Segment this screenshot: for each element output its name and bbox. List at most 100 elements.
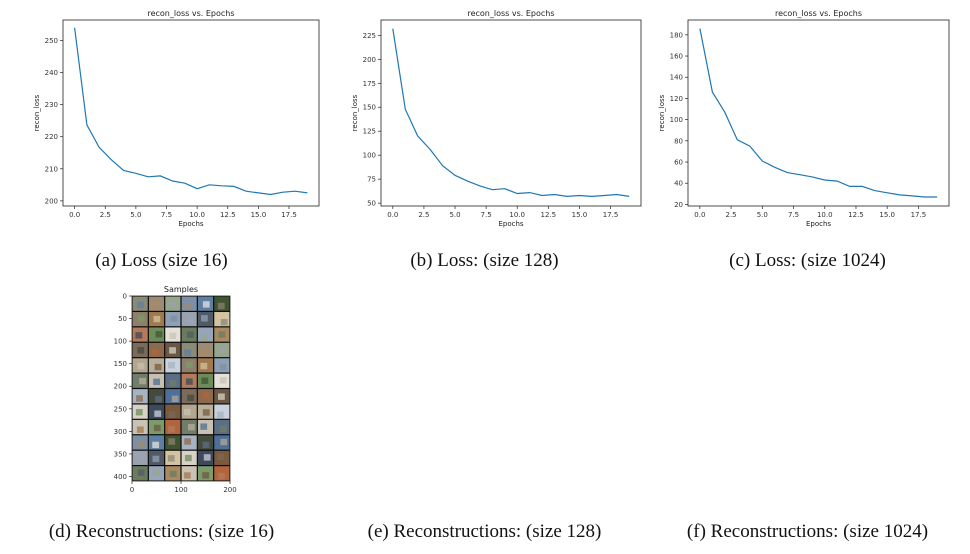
sample-cell-detail (137, 362, 145, 370)
y-tick-label: 175 (363, 80, 376, 88)
x-tick-label: 17.5 (603, 211, 619, 219)
samples-title: Samples (164, 285, 198, 294)
y-tick-label: 210 (45, 165, 58, 173)
sample-cell-detail (169, 332, 177, 340)
x-tick-label: 0.0 (69, 211, 80, 219)
sample-cell-detail (168, 411, 176, 418)
sample-cell-detail (152, 455, 160, 463)
sample-cell-detail (183, 408, 191, 416)
caption-a: (a) Loss (size 16) (95, 250, 228, 271)
sample-cell-detail (184, 454, 192, 462)
sample-cell-detail (184, 349, 192, 357)
y-tick-label: 100 (363, 152, 376, 160)
x-tick-label: 12.5 (220, 211, 236, 219)
sample-cell-detail (203, 454, 211, 461)
y-tick-label: 20 (674, 201, 683, 209)
sample-cell-detail (169, 347, 176, 354)
x-tick-label: 2.5 (726, 211, 737, 219)
sample-cell-detail (169, 301, 177, 309)
y-tick-label: 100 (670, 116, 683, 124)
plot-frame (62, 19, 320, 207)
sample-cell-detail (136, 395, 143, 402)
x-tick-label: 0.0 (694, 211, 705, 219)
y-tick-label: 120 (670, 95, 683, 103)
x-tick-label: 7.5 (161, 211, 172, 219)
y-tick-label: 400 (114, 473, 127, 481)
sample-cell-detail (184, 303, 192, 310)
sample-cell-detail (200, 334, 208, 341)
y-tick-label: 140 (670, 74, 683, 82)
sample-cell-detail (201, 377, 209, 384)
sample-cell-detail (202, 409, 210, 416)
sample-cell-detail (219, 377, 227, 384)
plot-frame (380, 19, 642, 207)
sample-cell-detail (184, 438, 192, 445)
y-tick-label: 40 (674, 180, 683, 188)
y-tick-label: 150 (114, 360, 127, 368)
sample-cell-detail (168, 362, 175, 369)
sample-cell-detail (136, 426, 144, 433)
sample-cell-detail (218, 331, 226, 338)
sample-cell-detail (153, 378, 161, 386)
sample-cell-detail (169, 380, 177, 387)
sample-cell-detail (201, 349, 209, 356)
sample-cell-detail (154, 410, 162, 417)
x-tick-label: 15.0 (251, 211, 267, 219)
y-tick-label: 350 (114, 450, 127, 458)
y-tick-label: 180 (670, 31, 683, 39)
sample-cell-detail (187, 394, 195, 402)
x-tick-label: 10.0 (817, 211, 833, 219)
chart-title: recon_loss vs. Epochs (775, 9, 862, 18)
sample-cell-detail (186, 331, 194, 338)
sample-cell-detail (151, 300, 159, 307)
y-tick-label: 200 (45, 197, 58, 205)
y-tick-label: 80 (674, 137, 683, 145)
y-tick-label: 250 (114, 405, 127, 413)
y-tick-label: 160 (670, 53, 683, 61)
sample-cell-detail (217, 302, 225, 310)
sample-cell-detail (187, 423, 195, 431)
x-tick-label: 10.0 (189, 211, 205, 219)
y-tick-label: 60 (674, 159, 683, 167)
x-tick-label: 5.0 (757, 211, 768, 219)
sample-cell-detail (151, 348, 159, 356)
y-tick-label: 50 (367, 200, 376, 208)
plot-frame (687, 19, 950, 207)
sample-cell-detail (170, 315, 178, 322)
sample-cell-detail (171, 395, 179, 403)
x-tick-label: 2.5 (100, 211, 111, 219)
y-axis-label: recon_loss (351, 94, 359, 131)
sample-cell-detail (200, 362, 208, 370)
x-tick-label: 7.5 (788, 211, 799, 219)
y-tick-label: 125 (363, 128, 376, 136)
sample-cell-detail (218, 346, 226, 354)
sample-cell-detail (137, 315, 145, 322)
y-tick-label: 225 (363, 32, 376, 40)
x-tick-label: 5.0 (449, 211, 460, 219)
y-tick-label: 250 (45, 37, 58, 45)
y-tick-label: 230 (45, 101, 58, 109)
x-tick-label: 7.5 (481, 211, 492, 219)
sample-cell-detail (220, 318, 228, 326)
x-axis-label: Epochs (498, 220, 523, 228)
x-axis-label: Epochs (806, 220, 831, 228)
caption-e: (e) Reconstructions: (size 128) (367, 521, 602, 542)
series-line-recon-loss (74, 27, 308, 196)
y-tick-label: 220 (45, 133, 58, 141)
sample-cell-detail (218, 472, 225, 480)
sample-cell-detail (168, 426, 175, 433)
sample-cell-detail (216, 411, 224, 418)
y-axis-label: recon_loss (33, 94, 41, 131)
y-axis-label: recon_loss (658, 94, 666, 131)
loss-chart-size-16: recon_loss vs. Epochs 0.0 2.5 5.0 7.5 10.0 12.… (33, 9, 320, 228)
sample-cell-detail (137, 453, 144, 461)
x-axis-label: Epochs (178, 220, 203, 228)
x-tick-label: 2.5 (418, 211, 429, 219)
sample-cell-detail (155, 396, 162, 403)
sample-cell-detail (137, 301, 144, 309)
sample-cell-detail (168, 438, 176, 445)
x-tick-label: 12.5 (848, 211, 864, 219)
x-tick-label: 10.0 (509, 211, 525, 219)
sample-cell-detail (169, 470, 177, 478)
caption-d: (d) Reconstructions: (size 16) (48, 521, 275, 542)
